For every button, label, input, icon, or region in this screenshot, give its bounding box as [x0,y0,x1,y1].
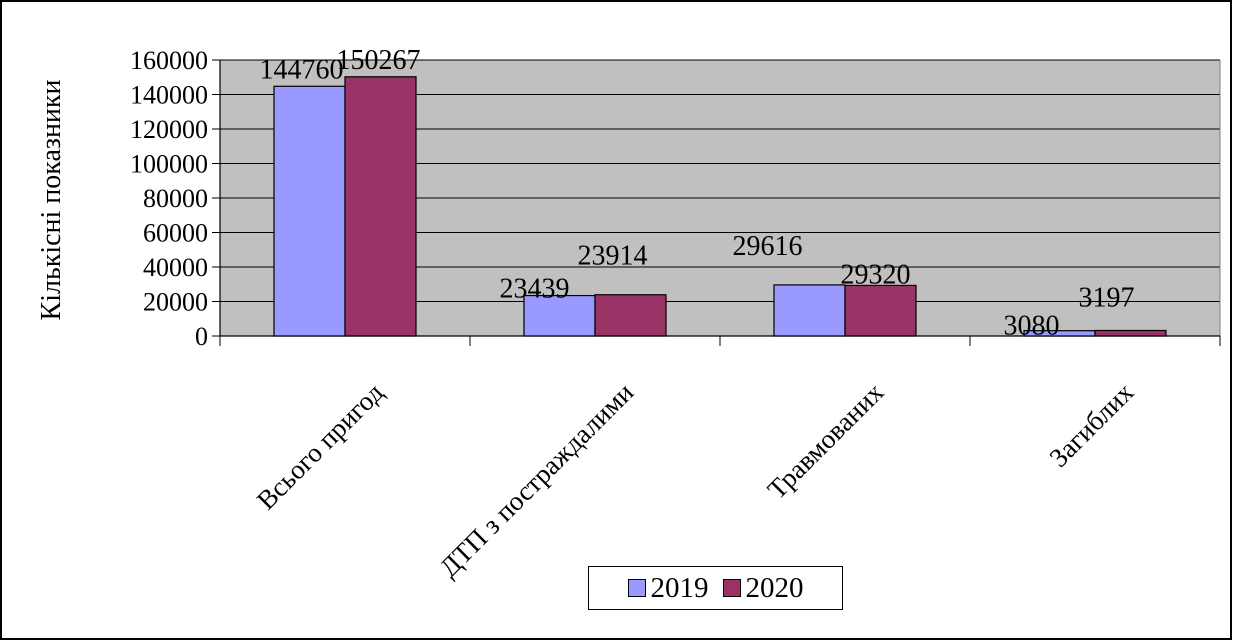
x-category-label: Травмованих [762,377,890,505]
y-tick-label: 120000 [130,115,208,144]
bar-2019-0 [273,85,346,337]
data-label: 3197 [1079,282,1135,313]
x-category-label: Загиблих [1043,377,1139,473]
data-label: 144760 [260,54,344,85]
y-tick-label: 100000 [130,150,208,179]
legend-swatch-2019 [627,579,646,597]
legend-swatch-2020 [722,579,741,597]
y-tick-label: 0 [195,322,208,351]
y-tick-label: 20000 [143,288,208,317]
bar-2020-3 [1094,329,1167,337]
legend-label-2020: 2020 [745,571,804,604]
bar-2020-2 [844,284,917,337]
bar-chart: 0 20000 40000 60000 80000 100000 120000 140000 1… [36,45,1221,583]
data-label: 29320 [841,259,911,290]
y-tick-label: 60000 [143,219,208,248]
data-label: 23914 [578,241,648,272]
data-label: 23439 [500,274,570,305]
legend-item-2020: 2020 [722,571,804,605]
bar-2019-1 [523,294,596,337]
legend-item-2019: 2019 [627,571,709,605]
y-tick-label: 80000 [143,184,208,213]
data-label: 150267 [337,45,421,76]
y-tick-label: 140000 [130,81,208,110]
data-label: 3080 [1004,311,1060,342]
y-axis-label: Кількісні показники [36,79,67,320]
y-tick-label: 40000 [143,253,208,282]
bar-2019-2 [773,284,846,337]
x-category-label: ДТП з постраждалими [434,377,640,583]
bar-2020-0 [344,76,417,337]
y-tick-label: 160000 [130,46,208,75]
data-label: 29616 [733,231,803,262]
legend-label-2019: 2019 [650,571,709,604]
bar-2020-1 [594,294,667,337]
legend: 2019 2020 [588,566,843,610]
x-category-label: Всього пригод [251,377,390,516]
